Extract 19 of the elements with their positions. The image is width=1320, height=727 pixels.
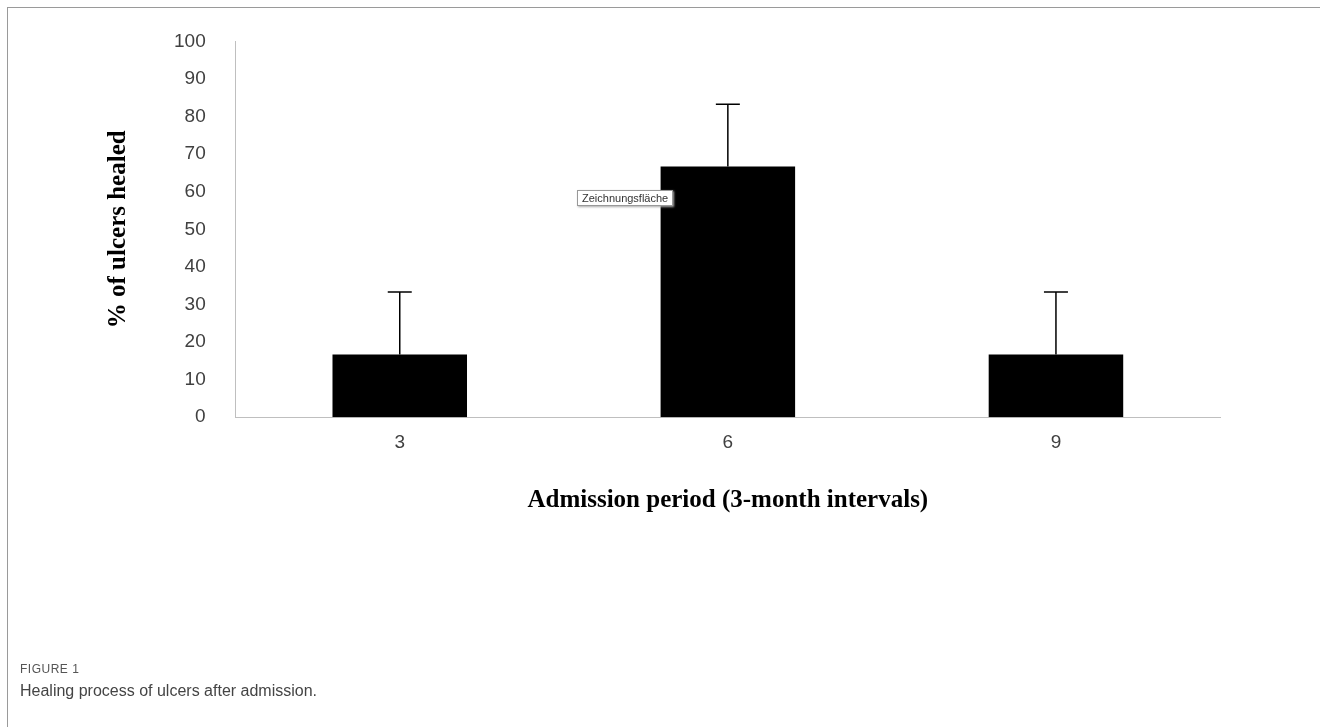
y-tick-label: 0 — [195, 405, 206, 427]
y-axis-title: % of ulcers healed — [103, 130, 131, 329]
y-tick-label: 50 — [184, 217, 206, 239]
y-tick-label: 60 — [184, 179, 206, 201]
y-tick-label: 80 — [184, 104, 206, 126]
y-tick-label: 30 — [184, 292, 206, 314]
y-tick-label: 90 — [184, 67, 206, 89]
x-tick-label: 6 — [722, 430, 734, 452]
x-axis-title: Admission period (3-month intervals) — [527, 485, 929, 514]
x-tick-label: 9 — [1050, 430, 1062, 452]
y-tick-label: 40 — [184, 255, 206, 277]
y-tick-label: 70 — [184, 142, 206, 164]
annotation: Zeichnungsfläche — [577, 190, 674, 206]
text: Healing process of ulcers after admission. — [20, 682, 318, 700]
caption: FIGURE 1 — [20, 662, 80, 676]
x-tick-label: 3 — [394, 430, 406, 452]
y-tick-label: 20 — [184, 330, 206, 352]
y-tick-label: 10 — [184, 367, 206, 389]
y-tick-label: 100 — [174, 29, 206, 51]
